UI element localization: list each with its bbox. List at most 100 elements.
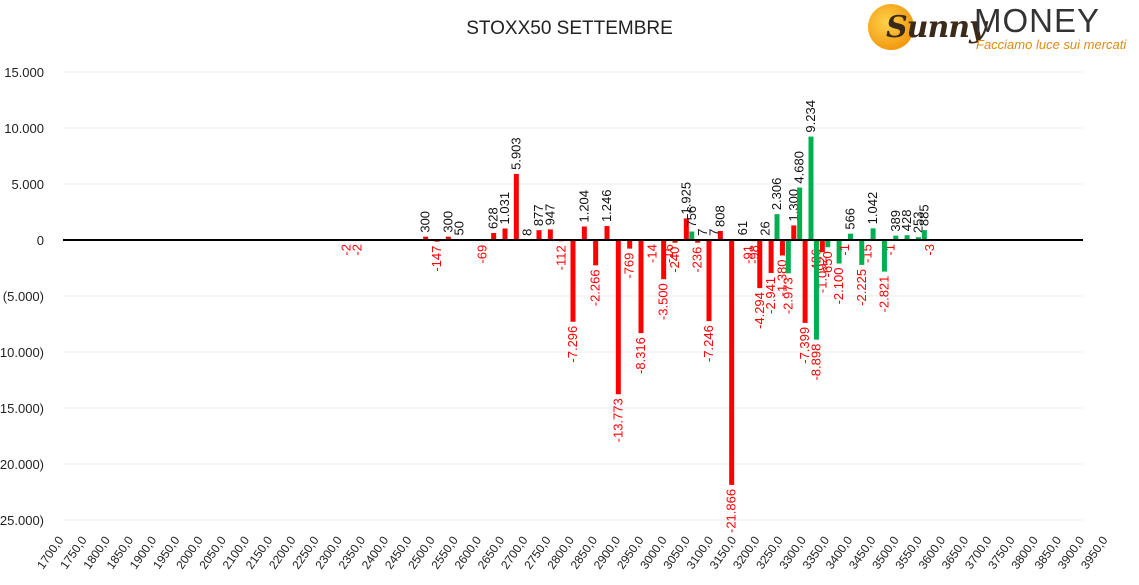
data-label: -1.380 xyxy=(774,259,789,296)
data-label: -769 xyxy=(622,253,637,279)
logo-script-text: Sunny xyxy=(886,10,987,45)
data-label: -13.773 xyxy=(610,398,625,442)
data-label: 4.680 xyxy=(792,151,807,184)
bar xyxy=(513,173,519,240)
data-label: -2 xyxy=(350,244,365,256)
data-label: -2.225 xyxy=(854,269,869,306)
data-label: -69 xyxy=(474,245,489,264)
y-tick-label: (5.000) xyxy=(3,289,44,304)
data-label: -2.973 xyxy=(780,277,795,314)
data-label: 2.306 xyxy=(769,178,784,211)
bar xyxy=(813,240,819,340)
bar xyxy=(768,240,774,273)
data-label: -14 xyxy=(644,244,659,263)
data-label: 253 xyxy=(910,211,925,233)
data-label: -2.100 xyxy=(831,268,846,305)
bar xyxy=(791,225,797,240)
bar xyxy=(581,226,587,240)
bar xyxy=(915,237,921,240)
bar xyxy=(604,226,610,240)
data-label: -2.941 xyxy=(763,277,778,314)
y-tick-label: (20.000) xyxy=(0,457,44,472)
bar xyxy=(689,231,695,240)
data-label: 1.204 xyxy=(576,190,591,223)
bar xyxy=(825,240,831,248)
data-label: -2 xyxy=(338,244,353,256)
bar xyxy=(423,236,429,240)
bar xyxy=(774,214,780,240)
data-label: -1 xyxy=(882,244,897,256)
y-tick-label: 5.000 xyxy=(11,177,44,192)
data-label: 877 xyxy=(531,204,546,226)
data-label: 947 xyxy=(542,204,557,226)
data-label: 300 xyxy=(418,211,433,233)
data-label: 26 xyxy=(758,221,773,235)
data-label: -2.821 xyxy=(876,276,891,313)
bar xyxy=(593,240,599,266)
bar xyxy=(706,240,712,322)
data-label: 8 xyxy=(520,229,535,236)
data-label: -112 xyxy=(554,245,569,270)
bar xyxy=(893,235,899,240)
bar xyxy=(808,136,814,240)
data-label: -3 xyxy=(922,244,937,256)
data-label: 1.300 xyxy=(786,189,801,222)
y-tick-label: 0 xyxy=(37,233,44,248)
bar xyxy=(904,235,910,240)
data-label: -7.296 xyxy=(565,326,580,363)
data-label: 5.903 xyxy=(508,137,523,170)
data-label: 9.234 xyxy=(803,100,818,133)
data-label: 808 xyxy=(712,205,727,227)
data-label: 628 xyxy=(486,207,501,229)
data-label: -7.246 xyxy=(701,325,716,362)
data-label: 885 xyxy=(916,204,931,226)
data-label: -650 xyxy=(820,251,835,277)
data-label: 1.925 xyxy=(678,182,693,215)
bar xyxy=(779,240,785,256)
bar xyxy=(819,240,825,253)
data-label: -3.500 xyxy=(656,283,671,320)
data-label: 50 xyxy=(452,221,467,235)
bar xyxy=(536,230,542,240)
data-label: 428 xyxy=(899,210,914,232)
sunny-money-logo: Sunny MONEY Facciamo luce sui mercati xyxy=(868,2,1130,54)
data-label: -2.266 xyxy=(588,269,603,306)
logo-wordmark: MONEY xyxy=(974,2,1101,39)
data-label: -4.294 xyxy=(752,292,767,329)
data-label: 756 xyxy=(684,206,699,228)
bar xyxy=(502,228,508,240)
bar xyxy=(870,228,876,240)
chart-title: STOXX50 SETTEMBRE xyxy=(466,18,673,39)
bar xyxy=(785,240,791,274)
data-label: 389 xyxy=(888,210,903,232)
data-label: -236 xyxy=(690,247,705,273)
bar xyxy=(921,230,927,240)
data-label: -91 xyxy=(740,245,755,264)
bar xyxy=(757,240,763,289)
bar xyxy=(695,240,701,243)
bar xyxy=(661,240,667,280)
data-label: -147 xyxy=(429,246,444,272)
bar xyxy=(847,233,853,240)
sun-icon xyxy=(868,4,914,50)
bar xyxy=(570,240,576,322)
data-label: 1.031 xyxy=(497,192,512,225)
data-label: -7.399 xyxy=(797,327,812,364)
bar xyxy=(638,240,644,334)
bar xyxy=(491,232,497,240)
bar xyxy=(445,236,451,240)
data-label: -16 xyxy=(661,244,676,263)
data-label: -21.866 xyxy=(724,489,739,533)
y-tick-label: (10.000) xyxy=(0,345,44,360)
data-label: -1 xyxy=(837,244,852,256)
data-label: -8.316 xyxy=(633,337,648,374)
data-label: 7 xyxy=(695,229,710,236)
bar xyxy=(881,240,887,272)
y-tick-label: (25.000) xyxy=(0,513,44,528)
data-label: 7 xyxy=(706,229,721,236)
data-label: 1.246 xyxy=(599,189,614,222)
bar xyxy=(547,229,553,240)
logo-tagline: Facciamo luce sui mercati xyxy=(976,37,1127,52)
bar xyxy=(683,218,689,240)
